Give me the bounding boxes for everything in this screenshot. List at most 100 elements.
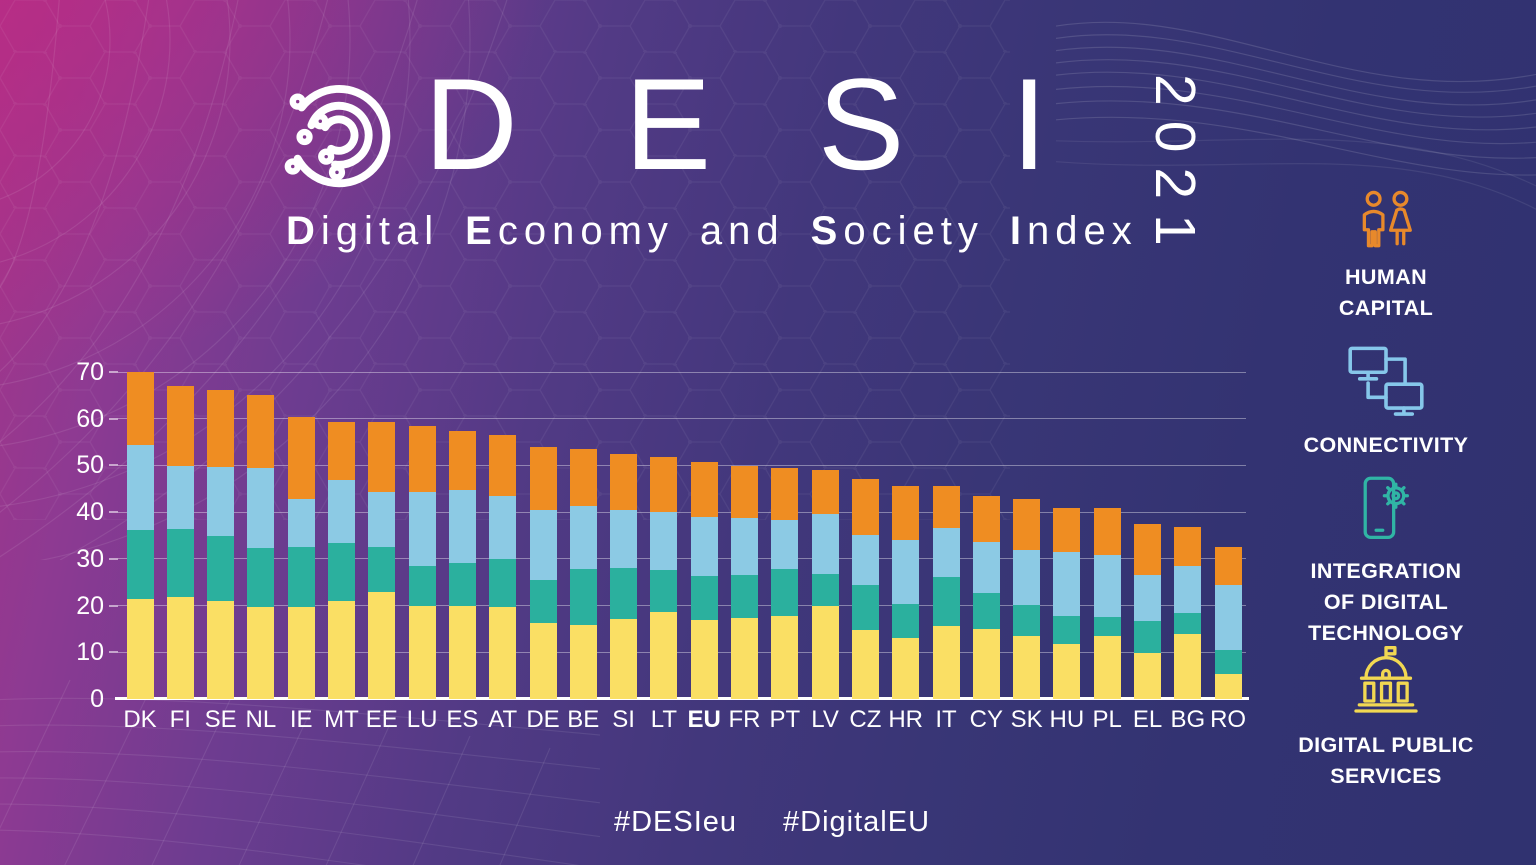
x-label-ES: ES — [446, 706, 479, 733]
y-tick-mark-30 — [109, 557, 118, 560]
bar-ES-digital-public-services — [448, 605, 476, 699]
x-axis-line — [115, 697, 1249, 700]
bar-LU-connectivity — [408, 491, 436, 567]
bar-HR-human-capital — [892, 485, 920, 540]
bar-FR-integration-of-digital-technology — [731, 575, 758, 619]
bar-RO-digital-public-services — [1214, 674, 1242, 699]
bar-PL-connectivity — [1093, 554, 1121, 617]
bar-SI-connectivity — [610, 509, 638, 569]
bar-SI-digital-public-services — [610, 619, 638, 699]
legend-item-digital-public-services: DIGITAL PUBLIC SERVICES — [1276, 642, 1496, 792]
x-label-RO: RO — [1210, 706, 1247, 733]
x-label-NL: NL — [245, 706, 277, 733]
y-tick-label-50: 50 — [76, 451, 104, 480]
bar-SE-digital-public-services — [207, 600, 235, 699]
bar-FI-integration-of-digital-technology — [166, 528, 194, 598]
bar-NL-digital-public-services — [247, 606, 275, 699]
bar-EE-human-capital — [368, 422, 396, 492]
x-label-SI: SI — [612, 706, 635, 733]
bar-RO-human-capital — [1214, 547, 1242, 585]
bar-RO-connectivity — [1214, 585, 1242, 651]
bar-IE-integration-of-digital-technology — [287, 546, 315, 607]
y-tick-mark-60 — [109, 417, 118, 420]
y-tick-label-70: 70 — [76, 358, 104, 386]
bar-SK-connectivity — [1013, 549, 1041, 605]
human-capital-people-icon — [1362, 190, 1412, 248]
bar-LT-integration-of-digital-technology — [650, 569, 678, 612]
bar-PT-human-capital — [771, 467, 799, 520]
x-label-EE: EE — [365, 706, 398, 733]
bar-AT-human-capital — [489, 435, 517, 496]
y-tick-mark-40 — [109, 511, 118, 514]
x-label-LT: LT — [650, 706, 677, 733]
desi-logo — [284, 85, 391, 188]
y-tick-label-20: 20 — [76, 591, 104, 620]
bar-IE-connectivity — [287, 499, 315, 547]
y-tick-mark-10 — [109, 651, 118, 654]
bar-MT-integration-of-digital-technology — [328, 542, 355, 601]
bar-MT-human-capital — [328, 421, 355, 480]
y-tick-mark-20 — [109, 604, 118, 607]
hashtag: #DigitalEU — [783, 806, 931, 838]
bar-LT-connectivity — [650, 512, 678, 570]
bar-HU-human-capital — [1053, 507, 1081, 553]
x-label-AT: AT — [488, 706, 518, 733]
gridline-70 — [118, 371, 1246, 373]
bar-CY-digital-public-services — [972, 628, 1000, 699]
bar-HR-connectivity — [892, 539, 920, 604]
x-label-FI: FI — [169, 706, 191, 733]
bar-BE-integration-of-digital-technology — [569, 569, 597, 626]
gridline-10 — [118, 651, 1246, 653]
bar-DE-digital-public-services — [529, 622, 557, 699]
bar-AT-connectivity — [489, 495, 517, 560]
bar-BE-digital-public-services — [569, 625, 597, 699]
bar-EE-connectivity — [368, 491, 396, 548]
bar-RO-integration-of-digital-technology — [1214, 650, 1242, 675]
x-label-EU: EU — [687, 706, 721, 733]
legend: HUMAN CAPITAL CONNECTIVITY INTEGRATION OF — [1276, 0, 1496, 865]
subtitle-word: Digital — [286, 209, 440, 253]
x-label-LV: LV — [811, 706, 839, 733]
bar-DK-digital-public-services — [126, 598, 154, 699]
bar-EE-integration-of-digital-technology — [368, 547, 396, 593]
x-label-MT: MT — [324, 706, 359, 733]
bar-LU-digital-public-services — [408, 606, 436, 699]
x-label-PL: PL — [1092, 706, 1122, 733]
integration-phone-gear-icon — [1363, 476, 1409, 539]
x-label-IT: IT — [935, 706, 957, 733]
y-tick-label-0: 0 — [90, 685, 104, 713]
bar-BG-human-capital — [1174, 527, 1202, 566]
x-label-CZ: CZ — [849, 706, 882, 733]
bar-NL-connectivity — [247, 467, 275, 548]
x-label-SK: SK — [1010, 706, 1043, 733]
bar-LU-human-capital — [408, 425, 436, 492]
bar-FI-connectivity — [166, 466, 194, 529]
y-tick-mark-70 — [109, 371, 118, 373]
legend-label-human-capital: HUMAN CAPITAL — [1338, 265, 1434, 320]
legend-label-integration: INTEGRATION OF DIGITAL TECHNOLOGY — [1308, 559, 1464, 645]
bar-HR-digital-public-services — [892, 637, 920, 699]
y-tick-label-30: 30 — [76, 544, 104, 573]
page-subtitle: Digital Economy and Society Index — [286, 209, 1146, 254]
bar-SK-human-capital — [1013, 499, 1041, 550]
legend-label-digital-public-services: DIGITAL PUBLIC SERVICES — [1298, 733, 1474, 788]
bar-EU-connectivity — [690, 517, 718, 576]
legend-item-connectivity: CONNECTIVITY — [1276, 346, 1496, 461]
page-title: DESI — [424, 51, 1154, 197]
bar-HU-digital-public-services — [1053, 644, 1081, 699]
bar-EE-digital-public-services — [368, 592, 396, 699]
bar-AT-digital-public-services — [489, 606, 517, 699]
gridline-30 — [118, 558, 1246, 560]
bar-BG-integration-of-digital-technology — [1174, 612, 1202, 634]
digital-public-services-building-icon — [1354, 646, 1418, 713]
bar-EL-integration-of-digital-technology — [1134, 621, 1161, 653]
bar-FI-digital-public-services — [166, 597, 194, 699]
bar-PT-connectivity — [771, 519, 799, 570]
y-tick-mark-50 — [109, 464, 118, 467]
x-label-EL: EL — [1132, 706, 1163, 733]
bar-IE-digital-public-services — [287, 606, 315, 699]
bar-DK-connectivity — [126, 444, 154, 531]
bar-HR-integration-of-digital-technology — [892, 603, 920, 638]
